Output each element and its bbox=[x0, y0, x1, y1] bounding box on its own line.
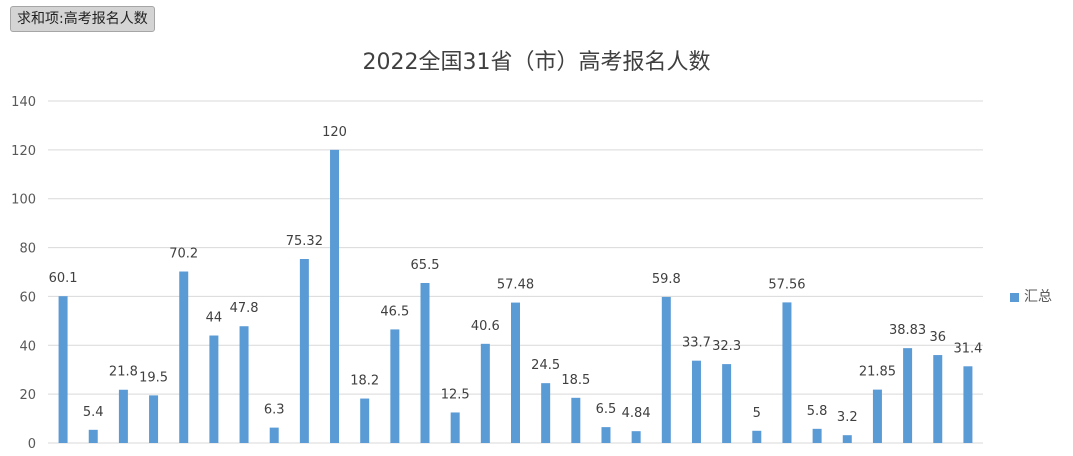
y-tick-label: 120 bbox=[11, 144, 36, 159]
bar bbox=[179, 271, 189, 443]
data-label: 36 bbox=[929, 330, 946, 345]
data-label: 5.4 bbox=[83, 405, 104, 420]
data-label: 120 bbox=[322, 125, 347, 140]
y-tick-label: 20 bbox=[19, 388, 36, 403]
data-label: 38.83 bbox=[889, 323, 926, 338]
chart-title: 2022全国31省（市）高考报名人数 bbox=[362, 50, 711, 75]
data-label: 70.2 bbox=[169, 247, 198, 262]
bar bbox=[571, 397, 581, 443]
bar bbox=[872, 389, 882, 443]
bar bbox=[450, 412, 460, 443]
bar bbox=[963, 366, 973, 443]
bar bbox=[541, 383, 551, 443]
data-label: 6.5 bbox=[596, 402, 617, 417]
data-label: 57.48 bbox=[497, 278, 534, 293]
data-label: 5.8 bbox=[807, 404, 828, 419]
data-label: 4.84 bbox=[622, 406, 651, 421]
bar bbox=[239, 326, 249, 443]
y-tick-label: 60 bbox=[19, 290, 36, 305]
data-label: 44 bbox=[206, 311, 223, 326]
bar bbox=[420, 282, 430, 443]
data-label: 40.6 bbox=[471, 319, 500, 334]
data-label: 21.85 bbox=[859, 365, 896, 380]
bar bbox=[933, 355, 943, 443]
bar bbox=[209, 335, 219, 443]
bar bbox=[842, 435, 852, 443]
bar bbox=[480, 343, 490, 443]
data-label: 19.5 bbox=[139, 370, 168, 385]
bar bbox=[722, 364, 732, 443]
bar bbox=[269, 427, 279, 443]
y-tick-label: 0 bbox=[28, 437, 36, 452]
data-label: 60.1 bbox=[49, 271, 78, 286]
data-label: 24.5 bbox=[531, 358, 560, 373]
bar bbox=[390, 329, 400, 443]
bar bbox=[330, 149, 340, 443]
bar bbox=[88, 429, 98, 443]
bar bbox=[118, 389, 128, 443]
data-label: 65.5 bbox=[411, 258, 440, 273]
bar bbox=[58, 296, 68, 443]
bar bbox=[903, 348, 913, 443]
data-label: 6.3 bbox=[264, 403, 285, 418]
data-label: 46.5 bbox=[380, 304, 409, 319]
data-label: 18.5 bbox=[561, 373, 590, 388]
bar bbox=[149, 395, 159, 443]
bar bbox=[691, 360, 701, 443]
bar bbox=[812, 428, 822, 443]
y-tick-label: 100 bbox=[11, 193, 36, 208]
data-label: 18.2 bbox=[350, 374, 379, 389]
data-label: 12.5 bbox=[441, 387, 470, 402]
data-label: 33.7 bbox=[682, 336, 711, 351]
data-label: 3.2 bbox=[837, 410, 858, 425]
data-label: 47.8 bbox=[230, 301, 259, 316]
bar bbox=[661, 296, 671, 443]
legend-swatch bbox=[1010, 292, 1019, 302]
y-tick-label: 40 bbox=[19, 339, 36, 354]
data-label: 31.4 bbox=[953, 341, 982, 356]
bar bbox=[511, 302, 520, 443]
data-label: 59.8 bbox=[652, 272, 681, 287]
bar bbox=[782, 302, 792, 443]
data-label: 32.3 bbox=[712, 339, 741, 354]
data-label: 5 bbox=[753, 406, 761, 421]
legend-label: 汇总 bbox=[1024, 289, 1052, 305]
y-tick-label: 80 bbox=[19, 242, 36, 257]
data-label: 75.32 bbox=[286, 234, 323, 249]
pivot-field-button[interactable]: 求和项:高考报名人数 bbox=[10, 6, 155, 32]
bar bbox=[631, 431, 641, 443]
bar bbox=[360, 398, 370, 443]
data-label: 57.56 bbox=[768, 277, 805, 292]
y-tick-label: 140 bbox=[11, 95, 36, 110]
data-label: 21.8 bbox=[109, 365, 138, 380]
bar bbox=[752, 430, 762, 443]
legend: 汇总 bbox=[1010, 286, 1052, 306]
bar bbox=[299, 259, 309, 443]
bar bbox=[601, 427, 611, 443]
